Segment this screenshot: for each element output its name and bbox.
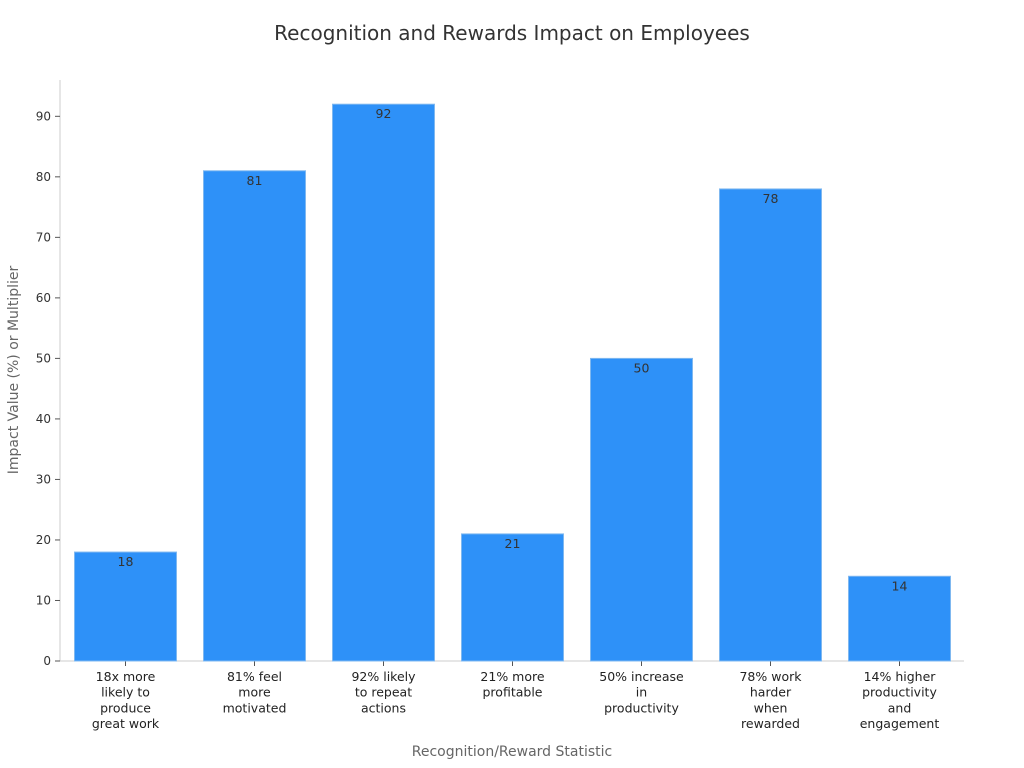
data-labels-group: 18 81 92 21 50 78 14 [118, 106, 908, 593]
bar [74, 551, 177, 662]
bar-data-label: 21 [505, 536, 521, 551]
x-tick-label-line: produce [100, 700, 151, 715]
bar-data-label: 50 [634, 360, 650, 375]
y-tick-label: 30 [36, 472, 51, 486]
y-tick-label: 40 [36, 412, 51, 426]
x-tick-label-line: harder [750, 685, 792, 700]
x-tick-label: 18x more likely to produce great work [92, 669, 160, 731]
x-tick-label-line: 14% higher [864, 669, 937, 684]
y-tick-label: 90 [36, 109, 51, 123]
x-axis-label: Recognition/Reward Statistic [412, 744, 612, 760]
y-tick-label: 20 [36, 533, 51, 547]
x-tick-label-line: 18x more [96, 669, 156, 684]
category-labels-group: 18x more likely to produce great work 81% fe… [92, 669, 939, 731]
x-tick-label-line: 21% more [480, 669, 544, 684]
x-tick-label-line: likely to [101, 685, 150, 700]
y-tick-label: 80 [36, 170, 51, 184]
x-tick-label-line: productivity [862, 685, 937, 700]
x-tick-label-line: and [888, 700, 912, 715]
bar [848, 575, 951, 662]
x-tick-label-line: great work [92, 716, 160, 731]
y-tick-label: 10 [36, 593, 51, 607]
x-tick-label: 14% higher productivity and engagement [860, 669, 940, 731]
x-tick-label-line: to repeat [355, 685, 412, 700]
x-tick-label-line: 81% feel [227, 669, 282, 684]
y-axis: 0 10 20 30 40 50 60 70 80 90 [36, 80, 61, 668]
x-tick-label-line: when [754, 700, 788, 715]
chart-title: Recognition and Rewards Impact on Employ… [274, 21, 750, 45]
bar [203, 170, 306, 662]
x-tick-label-line: in [636, 685, 647, 700]
bar [461, 533, 564, 662]
x-tick-label: 81% feel more motivated [223, 669, 287, 715]
y-tick-label: 70 [36, 230, 51, 244]
x-tick-label: 50% increase in productivity [599, 669, 684, 715]
x-tick-label-line: more [238, 685, 271, 700]
bar-data-label: 92 [376, 106, 392, 121]
x-tick-label: 92% likely to repeat actions [351, 669, 416, 715]
bars-group [74, 103, 951, 662]
bar-data-label: 18 [118, 554, 134, 569]
bar-data-label: 81 [247, 173, 263, 188]
x-tick-label-line: engagement [860, 716, 940, 731]
bar [332, 103, 435, 662]
x-tick-label-line: 50% increase [599, 669, 684, 684]
x-tick-label-line: 92% likely [351, 669, 416, 684]
x-axis [60, 660, 964, 666]
x-tick-label-line: motivated [223, 700, 287, 715]
y-axis-label: Impact Value (%) or Multiplier [6, 266, 22, 475]
x-tick-label-line: rewarded [741, 716, 800, 731]
bar [590, 357, 693, 662]
bar [719, 188, 822, 662]
x-tick-label: 21% more profitable [480, 669, 544, 700]
y-tick-label: 60 [36, 291, 51, 305]
x-tick-label: 78% work harder when rewarded [739, 669, 802, 731]
bar-data-label: 78 [763, 191, 779, 206]
x-tick-label-line: profitable [483, 685, 543, 700]
x-tick-label-line: 78% work [739, 669, 802, 684]
bar-data-label: 14 [892, 578, 908, 593]
x-tick-label-line: actions [361, 700, 406, 715]
x-tick-label-line: productivity [604, 700, 679, 715]
y-tick-label: 50 [36, 351, 51, 365]
y-tick-label: 0 [43, 654, 51, 668]
